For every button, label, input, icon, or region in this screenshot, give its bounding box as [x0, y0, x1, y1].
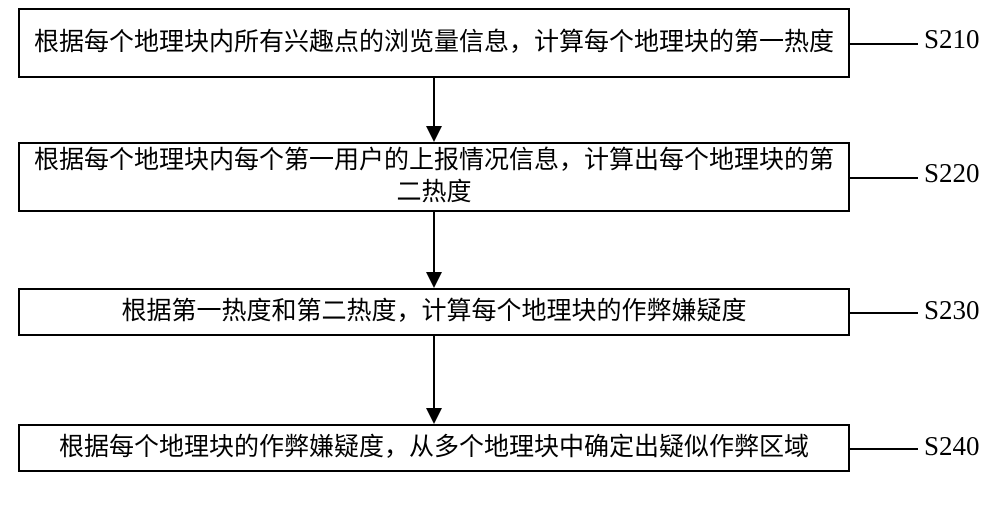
step-box-s240: 根据每个地理块的作弊嫌疑度，从多个地理块中确定出疑似作弊区域 — [18, 424, 850, 472]
leader-line-s220 — [850, 177, 918, 179]
step-label-s230: S230 — [924, 295, 980, 326]
step-text-s230: 根据第一热度和第二热度，计算每个地理块的作弊嫌疑度 — [121, 296, 746, 329]
step-box-s210: 根据每个地理块内所有兴趣点的浏览量信息，计算每个地理块的第一热度 — [18, 8, 850, 78]
flowchart-canvas: 根据每个地理块内所有兴趣点的浏览量信息，计算每个地理块的第一热度 S210 根据每个… — [0, 0, 1000, 508]
step-text-s220: 根据每个地理块内每个第一用户的上报情况信息，计算出每个地理块的第二热度 — [30, 145, 838, 210]
step-text-s210: 根据每个地理块内所有兴趣点的浏览量信息，计算每个地理块的第一热度 — [34, 27, 834, 60]
step-label-s240: S240 — [924, 431, 980, 462]
leader-line-s240 — [850, 448, 918, 450]
step-text-s240: 根据每个地理块的作弊嫌疑度，从多个地理块中确定出疑似作弊区域 — [59, 432, 809, 465]
step-box-s220: 根据每个地理块内每个第一用户的上报情况信息，计算出每个地理块的第二热度 — [18, 142, 850, 212]
step-label-s220: S220 — [924, 158, 980, 189]
step-box-s230: 根据第一热度和第二热度，计算每个地理块的作弊嫌疑度 — [18, 288, 850, 336]
step-label-s210: S210 — [924, 24, 980, 55]
leader-line-s210 — [850, 43, 918, 45]
leader-line-s230 — [850, 312, 918, 314]
